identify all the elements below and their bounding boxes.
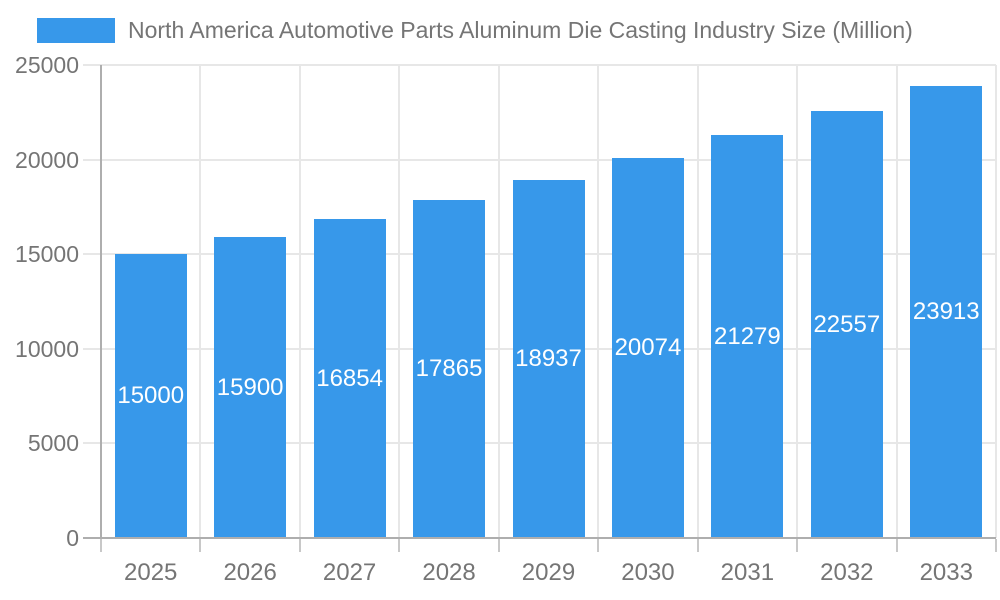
x-axis-tick [696, 539, 699, 552]
x-axis-tick [995, 539, 997, 552]
x-axis-tick [298, 539, 301, 552]
bar-value-label: 23913 [912, 297, 980, 325]
legend-label: North America Automotive Parts Aluminum … [128, 17, 913, 43]
v-gridline [497, 65, 500, 538]
bar-value-label: 21279 [714, 322, 781, 350]
legend-swatch [37, 18, 115, 43]
bar-value-label: 20074 [614, 334, 682, 362]
x-axis-tick [199, 539, 202, 552]
legend-item[interactable]: North America Automotive Parts Aluminum … [37, 17, 913, 44]
y-axis-line [100, 65, 102, 551]
v-gridline [895, 65, 898, 538]
x-axis-tick [796, 539, 799, 552]
bar[interactable] [512, 179, 585, 538]
y-axis-tick-label: 20000 [15, 146, 79, 173]
x-axis-line [83, 537, 996, 539]
h-gridline [101, 64, 996, 66]
y-axis-tick [83, 442, 101, 445]
bar-value-label: 17865 [415, 354, 483, 382]
x-axis-tick-label: 2026 [223, 559, 277, 586]
bar[interactable] [114, 254, 187, 538]
x-axis-tick-label: 2030 [621, 559, 675, 586]
x-axis-tick [398, 539, 401, 552]
bar-value-label: 15900 [216, 373, 284, 401]
y-axis-tick [83, 64, 101, 66]
y-axis-tick-label: 0 [66, 525, 79, 551]
x-axis-tick-label: 2028 [422, 559, 476, 586]
y-axis-tick [83, 158, 101, 161]
bar[interactable] [711, 135, 784, 538]
x-axis-tick-label: 2027 [322, 559, 377, 586]
v-gridline [796, 65, 799, 538]
plot-area: 15000 15900 16854 17865 18937 20074 21279 22557… [101, 64, 997, 538]
y-axis-tick-label: 5000 [27, 430, 79, 457]
v-gridline [298, 65, 301, 538]
y-axis-tick [83, 253, 101, 256]
x-axis-tick-label: 2025 [124, 559, 178, 586]
v-gridline [995, 65, 997, 538]
x-axis-tick [497, 539, 500, 552]
x-axis-tick [895, 539, 898, 552]
y-axis-tick-label: 25000 [15, 52, 79, 78]
x-axis-tick-label: 2033 [919, 559, 973, 586]
bar[interactable] [810, 111, 883, 538]
y-axis-tick-label: 10000 [15, 335, 79, 362]
bar-value-label: 16854 [316, 364, 383, 392]
v-gridline [696, 65, 699, 538]
bar-value-label: 18937 [515, 344, 582, 372]
x-axis-tick-label: 2031 [720, 559, 775, 586]
x-axis-tick-label: 2032 [820, 559, 874, 586]
x-axis-tick [597, 539, 600, 552]
bar[interactable] [313, 219, 386, 538]
bar[interactable] [611, 158, 684, 538]
h-gridline [101, 158, 996, 161]
v-gridline [597, 65, 600, 538]
bar-value-label: 22557 [813, 310, 881, 338]
x-axis-tick [100, 539, 102, 552]
bar[interactable] [910, 85, 983, 538]
bar-value-label: 15000 [117, 382, 185, 410]
y-axis-tick-label: 15000 [15, 241, 79, 268]
x-axis-tick-label: 2029 [521, 559, 576, 586]
v-gridline [398, 65, 401, 538]
bar[interactable] [214, 237, 287, 538]
bar[interactable] [413, 200, 486, 538]
y-axis-tick [83, 347, 101, 350]
v-gridline [199, 65, 202, 538]
